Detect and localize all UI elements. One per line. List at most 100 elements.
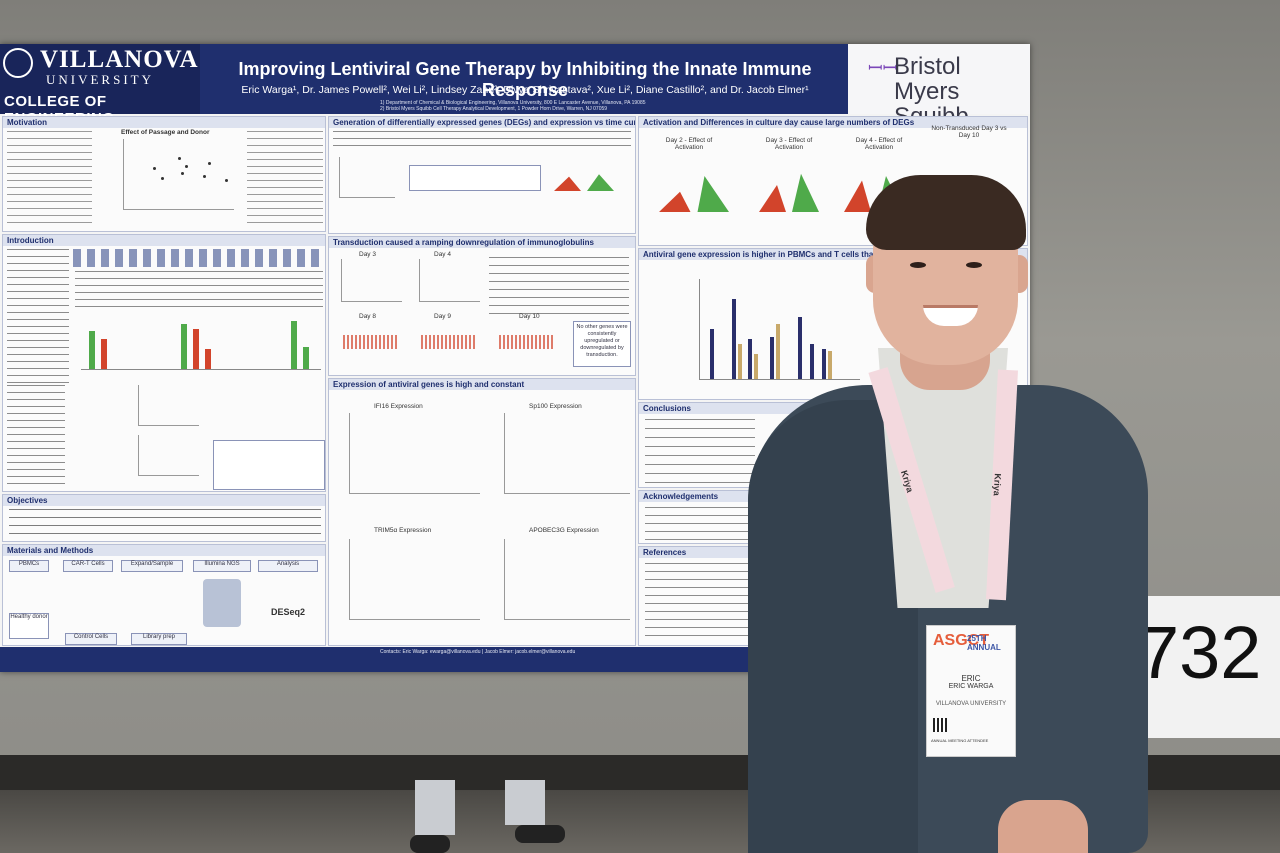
affiliation-1: 1) Department of Chemical & Biological E…	[380, 100, 646, 106]
text-block	[645, 419, 755, 483]
volcano-dots	[421, 335, 476, 349]
line-chart	[349, 539, 480, 620]
qr-code-icon	[933, 718, 947, 732]
section-title: Objectives	[3, 495, 325, 506]
sponsor-logo-block	[848, 44, 1030, 114]
poster-affiliations: 1) Department of Chemical & Biological E…	[380, 100, 780, 112]
poster-authors: Eric Warga¹, Dr. James Powell², Wei Li²,…	[241, 84, 809, 96]
badge-role: ANNUAL MEETING ATTENDEE	[931, 738, 989, 743]
method-step: Expand/Sample	[121, 560, 183, 572]
badge-event-sub: 25TH ANNUAL	[967, 634, 1001, 652]
volcano-plot	[554, 174, 614, 191]
section-title: Motivation	[3, 117, 325, 128]
volcano-dots	[343, 335, 398, 349]
text-block	[7, 385, 65, 485]
left-eye	[910, 262, 926, 268]
line-chart	[138, 435, 199, 476]
scatter-axes	[341, 259, 402, 302]
text-block	[645, 563, 755, 643]
chart-title: IFI16 Expression	[374, 403, 423, 410]
affiliation-2: 2) Bristol Myers Squibb Cell Therapy Ana…	[380, 106, 608, 112]
section-title: Activation and Differences in culture da…	[639, 117, 1027, 128]
chart-title: Sp100 Expression	[529, 403, 582, 410]
badge-organization: VILLANOVA UNIVERSITY	[935, 701, 1007, 707]
panel-label: Day 8	[359, 313, 376, 320]
villanova-seal-icon	[3, 48, 33, 78]
line-chart	[339, 157, 395, 198]
panel-label: Day 10	[519, 313, 540, 320]
section-title: Introduction	[3, 235, 325, 246]
chart-title: APOBEC3G Expression	[529, 527, 599, 534]
sequencer-icon	[203, 579, 241, 627]
booth-number: 732	[1138, 611, 1262, 694]
text-block	[489, 257, 629, 317]
panel-label: Non-Transduced Day 3 vs Day 10	[931, 125, 1007, 139]
presenter: Kriya Kriya ASGCT 25TH ANNUAL ERIC ERIC …	[748, 170, 1168, 853]
bar-chart-intro	[81, 317, 321, 370]
volcano-dots	[499, 335, 554, 349]
method-step: CAR-T Cells	[63, 560, 113, 572]
pathway-diagram	[73, 249, 323, 267]
passerby-legs	[405, 780, 575, 853]
text-block	[645, 507, 755, 541]
text-block	[333, 131, 631, 149]
section-title: Generation of differentially expressed g…	[329, 117, 635, 128]
section-objectives: Objectives	[2, 494, 326, 542]
poster-title: Improving Lentiviral Gene Therapy by Inh…	[238, 59, 812, 100]
badge-event-logo: ASGCT	[933, 632, 989, 649]
badge-first-name: ERIC	[961, 674, 981, 683]
section-introduction: Introduction	[2, 234, 326, 492]
university-sub: UNIVERSITY	[46, 72, 154, 87]
text-block	[9, 509, 321, 539]
villanova-logo-block: VILLANOVA UNIVERSITY COLLEGE OF ENGINEER…	[0, 44, 200, 127]
section-motivation: Motivation Effect of Passage and Donor	[2, 116, 326, 232]
section-title: Expression of antiviral genes is high an…	[329, 379, 635, 390]
text-block	[7, 249, 69, 389]
text-block	[7, 131, 92, 227]
booth-placard	[1138, 596, 1280, 738]
panel-label: Day 2 - Effect of Activation	[665, 137, 713, 151]
poster-header: VILLANOVA UNIVERSITY COLLEGE OF ENGINEER…	[0, 44, 1030, 129]
section-title: Materials and Methods	[3, 545, 325, 556]
section-title: Antiviral gene expression is higher in P…	[639, 249, 1027, 260]
section-antiviral-expression: Expression of antiviral genes is high an…	[328, 378, 636, 646]
method-step: Illumina NGS	[193, 560, 251, 572]
badge-full-name: ERIC WARGA	[948, 683, 994, 690]
panel-label: Day 9	[434, 313, 451, 320]
poster-contact: Contacts: Eric Warga: ewarga@villanova.e…	[380, 649, 576, 655]
chart-title: Effect of Passage and Donor	[121, 129, 210, 136]
hair	[866, 175, 1026, 250]
callout-box	[213, 440, 325, 490]
section-title: Transduction caused a ramping downregula…	[329, 237, 635, 248]
sponsor-line-1: Bristol Myers	[894, 53, 961, 105]
chart-title: TRIM5α Expression	[374, 527, 432, 534]
panel-label: Day 4 - Effect of Activation	[855, 137, 903, 151]
method-step: PBMCs	[9, 560, 49, 572]
callout-box: No other genes were consistently upregul…	[573, 321, 631, 367]
panel-label: Day 3 - Effect of Activation	[765, 137, 813, 151]
method-step: Control Cells	[65, 633, 117, 645]
scatter-axes	[419, 259, 480, 302]
section-transduction: Transduction caused a ramping downregula…	[328, 236, 636, 376]
deg-table	[409, 165, 541, 191]
method-step: Healthy donor	[9, 613, 49, 639]
panel-label: Day 4	[434, 251, 451, 258]
line-chart	[504, 539, 630, 620]
right-eye	[966, 262, 982, 268]
bar-chart-antiviral	[699, 279, 860, 380]
text-block	[75, 271, 323, 311]
bms-mark-icon: ꟷꟷ	[868, 58, 898, 78]
volcano-plot	[659, 176, 729, 212]
lanyard-text: Kriya	[991, 473, 1003, 497]
section-materials: Materials and Methods PBMCs CAR-T Cells …	[2, 544, 326, 646]
hand	[998, 800, 1088, 853]
method-step: Analysis	[258, 560, 318, 572]
university-name: VILLANOVA	[40, 46, 199, 73]
text-block	[247, 131, 323, 227]
line-chart	[349, 413, 480, 494]
line-chart	[504, 413, 630, 494]
research-poster: VILLANOVA UNIVERSITY COLLEGE OF ENGINEER…	[0, 44, 1030, 672]
deseq-label: DESeq2	[271, 607, 306, 617]
section-degs: Generation of differentially expressed g…	[328, 116, 636, 234]
